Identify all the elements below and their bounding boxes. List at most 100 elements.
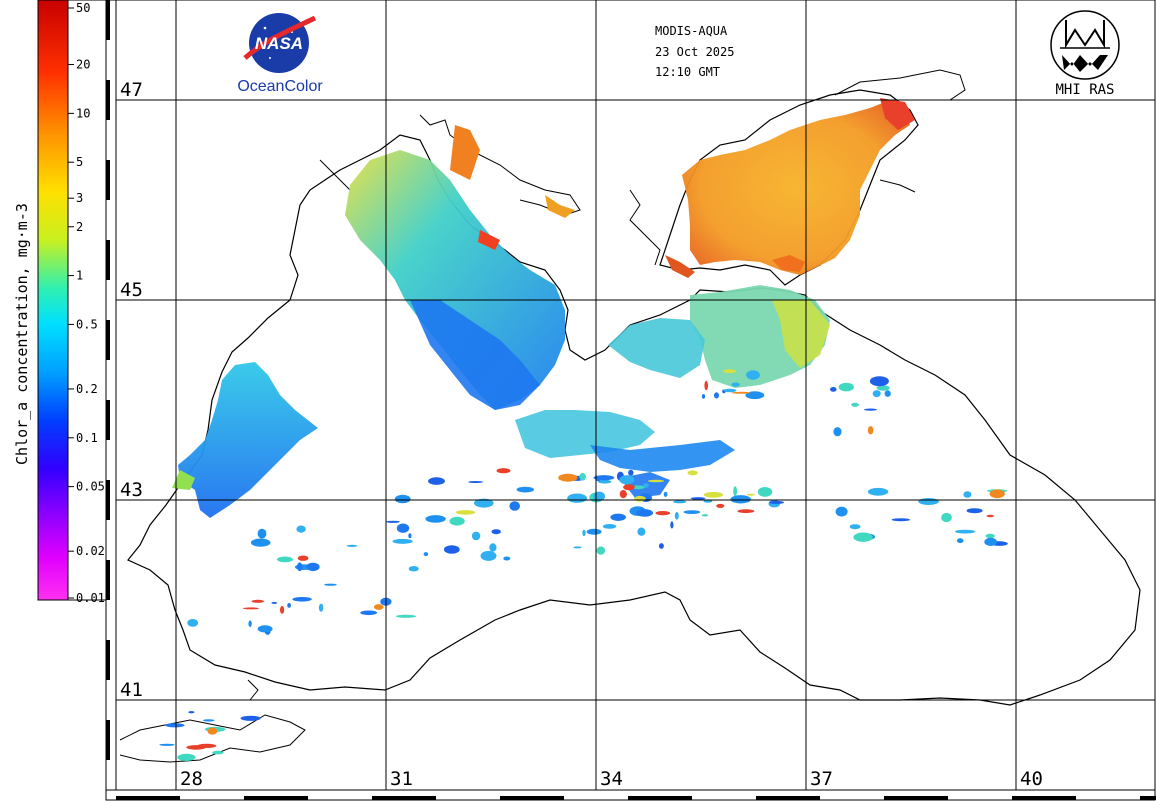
- chlorophyll-speck: [257, 528, 267, 539]
- chlorophyll-speck: [610, 513, 626, 521]
- chlorophyll-speck: [869, 376, 889, 387]
- colorbar-tick-label: 0.1: [76, 431, 98, 445]
- chlorophyll-speck: [658, 543, 664, 549]
- mhi-ras-logo: MHI RAS: [1050, 10, 1120, 98]
- header-info: MODIS-AQUA 23 Oct 2025 12:10 GMT: [655, 24, 734, 79]
- chlorophyll-speck: [714, 392, 719, 399]
- lon-label-28: 28: [180, 768, 203, 790]
- graticule: [116, 0, 1155, 790]
- chlorophyll-speck: [423, 552, 429, 557]
- lon-label-34: 34: [600, 768, 623, 790]
- nasa-logo: NASA OceanColor: [237, 13, 323, 95]
- date-label: 23 Oct 2025: [655, 45, 734, 59]
- chlorophyll-speck: [628, 469, 634, 476]
- chlorophyll-speck: [956, 538, 964, 544]
- chlorophyll-speck: [595, 477, 601, 482]
- chlorophyll-speck: [670, 521, 674, 529]
- chlorophyll-speck: [851, 402, 859, 407]
- chlorophyll-speck: [835, 506, 848, 517]
- chlorophyll-speck: [864, 408, 877, 411]
- chlorophyll-speck: [207, 727, 218, 735]
- chlorophyll-speck: [867, 426, 874, 435]
- chlorophyll-speck: [737, 509, 755, 514]
- chlorophyll-speck: [250, 538, 271, 547]
- chlorophyll-speck: [455, 510, 476, 515]
- nasa-wordmark: NASA: [255, 34, 303, 53]
- chlorophyll-speck: [966, 508, 983, 514]
- colorbar-tick-label: 5: [76, 155, 83, 169]
- chlorophyll-speck: [408, 533, 412, 539]
- chlorophyll-speck: [891, 518, 911, 522]
- lat-label-41: 41: [120, 679, 143, 701]
- chlorophyll-speck: [395, 614, 417, 618]
- chlorophyll-speck: [876, 385, 890, 391]
- chlorophyll-speck: [985, 533, 995, 539]
- chlorophyll-speck: [480, 550, 497, 561]
- chlorophyll-speck: [396, 523, 410, 533]
- chlorophyll-speck: [287, 603, 291, 608]
- chlorophyll-speck: [963, 491, 972, 498]
- marmara-coastline: [119, 714, 306, 763]
- chlorophyll-speck: [491, 529, 501, 535]
- chlorophyll-speck: [503, 556, 511, 561]
- chlorophyll-speck: [188, 711, 195, 714]
- chlorophyll-speck: [723, 388, 737, 393]
- chlorophyll-speck: [746, 370, 760, 380]
- chlorophyll-speck: [838, 382, 854, 392]
- chlorophyll-speck: [867, 487, 889, 496]
- chlorophyll-speck: [955, 529, 975, 534]
- chlorophyll-speck: [306, 562, 320, 572]
- lon-label-31: 31: [390, 768, 413, 790]
- chlorophyll-field: [159, 98, 1008, 762]
- chlorophyll-speck: [257, 625, 273, 633]
- chlorophyll-speck: [631, 485, 645, 490]
- chlorophyll-speck: [386, 520, 400, 523]
- chlorophyll-speck: [634, 495, 646, 502]
- chlorophyll-speck: [602, 524, 617, 529]
- chlorophyll-speck: [637, 527, 646, 536]
- chlorophyll-speck: [830, 387, 837, 392]
- colorbar-title: Chlor_a concentration, mg·m-3: [13, 203, 31, 465]
- chlorophyll-speck: [280, 606, 285, 614]
- scattered-patches: [159, 369, 1008, 762]
- chlorophyll-speck: [596, 546, 606, 555]
- chlorophyll-speck: [704, 380, 708, 391]
- chlorophyll-speck: [663, 491, 668, 497]
- chlorophyll-speck: [392, 538, 413, 544]
- chlorophyll-speck: [690, 497, 706, 500]
- chlorophyll-speck: [468, 481, 484, 483]
- colorbar-tick-label: 0.05: [76, 480, 105, 494]
- lat-label-43: 43: [120, 479, 143, 501]
- chlorophyll-speck: [373, 604, 384, 610]
- chlorophyll-speck: [474, 498, 494, 508]
- chlorophyll-speck: [648, 479, 664, 483]
- chlorophyll-speck: [271, 601, 278, 604]
- chlorophyll-speck: [242, 607, 259, 610]
- chlorophyll-speck: [360, 610, 378, 616]
- chlorophyll-speck: [159, 743, 175, 746]
- chlorophyll-speck: [619, 490, 627, 499]
- lat-label-47: 47: [120, 79, 143, 101]
- colorbar-gradient: [37, 0, 69, 601]
- chlorophyll-speck: [833, 427, 842, 437]
- chlorophyll-speck: [496, 468, 511, 474]
- colorbar-tick-label: 20: [76, 58, 90, 72]
- chlorophyll-speck: [701, 514, 709, 517]
- chlorophyll-speck: [212, 750, 224, 755]
- chlorophyll-speck: [318, 603, 324, 612]
- chlorophyll-speck: [941, 512, 952, 523]
- chlorophyll-speck: [884, 390, 891, 397]
- chlorophyll-speck: [687, 470, 698, 476]
- chlorophyll-speck: [598, 479, 612, 484]
- chlorophyll-speck: [324, 583, 337, 586]
- colorbar-tick-label: 0.02: [76, 544, 105, 558]
- chlorophyll-speck: [449, 516, 465, 526]
- chlorophyll-speck: [573, 546, 582, 549]
- chlorophyll-speck: [623, 484, 635, 491]
- chlorophyll-speck: [509, 501, 520, 511]
- colorbar-tick-label: 1: [76, 269, 83, 283]
- chlorophyll-speck: [918, 498, 939, 505]
- chlorophyll-speck: [872, 390, 881, 398]
- colorbar-frame: [67, 0, 107, 601]
